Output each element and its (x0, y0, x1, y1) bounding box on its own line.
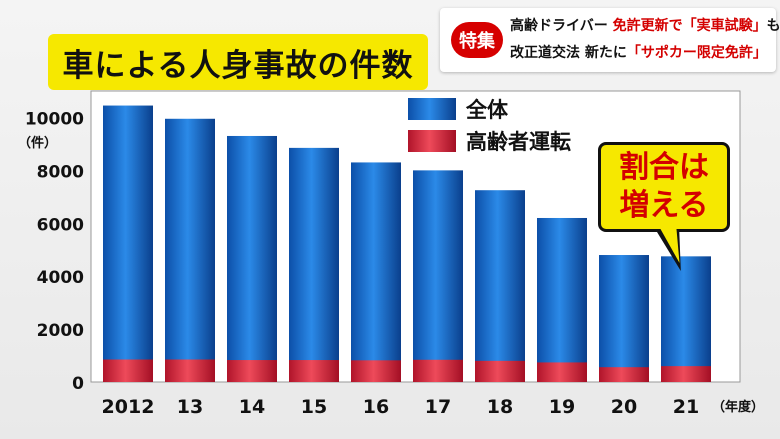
bar-total-21 (661, 256, 711, 382)
ticker-line-1-text: 高齢ドライバー (510, 18, 613, 34)
bar-elderly-20 (599, 367, 649, 382)
bar-total-20 (599, 255, 649, 382)
bar-elderly-13 (165, 359, 215, 382)
x-tick-17: 17 (425, 396, 451, 418)
callout-bubble: 割合は 増える (598, 142, 730, 232)
bar-elderly-15 (289, 360, 339, 382)
legend-label-elderly: 高齢者運転 (466, 130, 571, 154)
legend-label-total: 全体 (465, 98, 509, 122)
bar-total-17 (413, 170, 463, 382)
x-unit-label: （年度） (712, 399, 764, 415)
callout-line-1: 割合は (619, 150, 709, 185)
bar-elderly-18 (475, 360, 525, 382)
x-tick-15: 15 (301, 396, 327, 418)
x-tick-14: 14 (239, 396, 265, 418)
y-tick-10000: 10000 (25, 109, 84, 129)
ticker-line-2-text: 改正道交法 新たに (510, 45, 627, 61)
bar-total-19 (537, 217, 587, 382)
legend-swatch-elderly (408, 130, 456, 152)
y-unit-label: （件） (18, 135, 57, 151)
x-tick-18: 18 (487, 396, 513, 418)
y-tick-8000: 8000 (37, 162, 84, 182)
bar-elderly-2012 (103, 359, 153, 382)
bar-total-18 (475, 190, 525, 382)
x-tick-20: 20 (611, 396, 637, 418)
y-tick-6000: 6000 (37, 215, 84, 235)
bar-elderly-16 (351, 360, 401, 382)
chart-title: 車による人身事故の件数 (48, 34, 428, 90)
bar-elderly-17 (413, 359, 463, 382)
y-tick-4000: 4000 (37, 268, 84, 288)
x-tick-21: 21 (673, 396, 699, 418)
x-tick-19: 19 (549, 396, 575, 418)
bar-elderly-19 (537, 362, 587, 382)
bar-total-2012 (103, 105, 153, 383)
ticker-line-2: 改正道交法 新たに「サポカー限定免許」 (510, 42, 767, 62)
bar-elderly-14 (227, 360, 277, 382)
legend-swatch-total (408, 98, 456, 120)
bar-total-15 (289, 147, 339, 382)
feature-badge: 特集 (451, 22, 503, 58)
ticker-line-1: 高齢ドライバー 免許更新で「実車試験」も (510, 15, 780, 35)
ticker-line-1-highlight: 免許更新で「実車試験」 (612, 18, 767, 34)
bar-elderly-21 (661, 366, 711, 382)
ticker-line-2-highlight: 「サポカー限定免許」 (626, 45, 767, 61)
bar-total-14 (227, 135, 277, 382)
y-tick-0: 0 (72, 374, 84, 394)
x-tick-16: 16 (363, 396, 389, 418)
bar-total-13 (165, 118, 215, 382)
x-tick-13: 13 (177, 396, 203, 418)
y-tick-2000: 2000 (37, 321, 84, 341)
bar-total-16 (351, 162, 401, 382)
x-tick-2012: 2012 (102, 396, 155, 418)
callout-line-2: 増える (619, 188, 709, 223)
ticker-line-1-suffix: も (766, 18, 780, 34)
